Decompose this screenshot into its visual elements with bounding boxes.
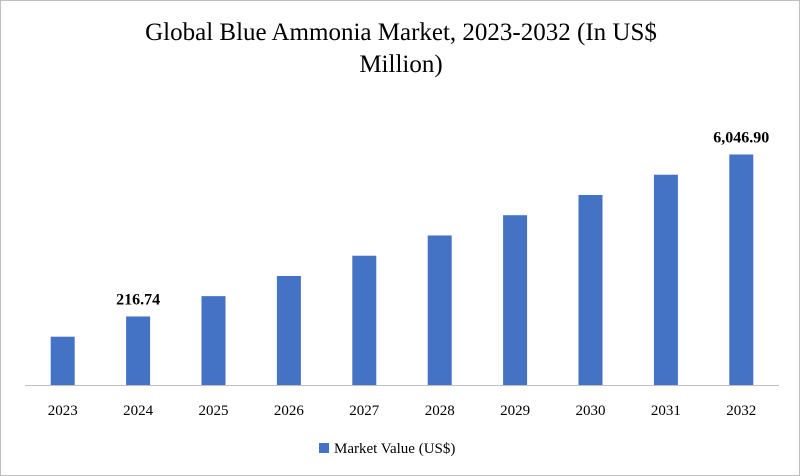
bar — [352, 255, 377, 385]
x-tick-label: 2027 — [349, 403, 380, 419]
legend-label: Market Value (US$) — [334, 441, 455, 457]
x-tick-label: 2029 — [500, 403, 530, 419]
bar — [276, 275, 301, 385]
x-tick-label: 2031 — [651, 403, 681, 419]
x-tick-label: 2024 — [123, 403, 154, 419]
x-tick-label: 2030 — [576, 403, 606, 419]
bar — [50, 336, 75, 385]
bar — [503, 215, 528, 385]
chart-title: Global Blue Ammonia Market, 2023-2032 (I… — [145, 19, 657, 78]
x-tick-label: 2026 — [274, 403, 305, 419]
x-tick-label: 2025 — [199, 403, 229, 419]
bar — [126, 316, 151, 385]
legend-swatch — [319, 443, 329, 453]
x-tick-label: 2023 — [48, 403, 78, 419]
bar — [427, 235, 452, 385]
data-label: 6,046.90 — [713, 129, 769, 146]
x-tick-label: 2028 — [425, 403, 455, 419]
bar — [578, 194, 603, 385]
x-tick-label: 2032 — [726, 403, 756, 419]
bar — [729, 154, 754, 385]
bar — [653, 174, 678, 385]
bar — [201, 296, 226, 385]
data-label: 216.74 — [116, 291, 160, 308]
